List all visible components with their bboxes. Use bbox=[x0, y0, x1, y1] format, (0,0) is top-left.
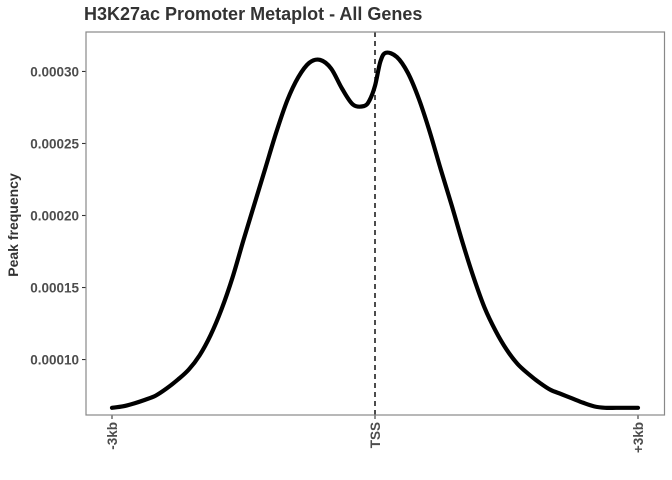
series-line bbox=[109, 50, 641, 411]
y-tick-label: 0.00030 bbox=[30, 64, 79, 79]
y-axis-ticks: 0.00010 0.00015 0.00020 0.00025 0.00030 bbox=[30, 64, 86, 368]
y-tick-label: 0.00015 bbox=[30, 281, 79, 296]
y-tick-label: 0.00010 bbox=[30, 353, 79, 368]
x-tick-label: -3kb bbox=[105, 422, 120, 450]
plot-panel-border bbox=[85, 31, 666, 416]
y-tick-label: 0.00020 bbox=[30, 209, 79, 224]
y-axis-label: Peak frequency bbox=[5, 173, 21, 277]
x-tick-label: TSS bbox=[368, 422, 383, 448]
y-tick-label: 0.00025 bbox=[30, 136, 79, 151]
x-tick-label: +3kb bbox=[631, 422, 646, 453]
x-axis-ticks: -3kb TSS +3kb bbox=[105, 415, 646, 453]
chart-title: H3K27ac Promoter Metaplot - All Genes bbox=[84, 4, 422, 24]
